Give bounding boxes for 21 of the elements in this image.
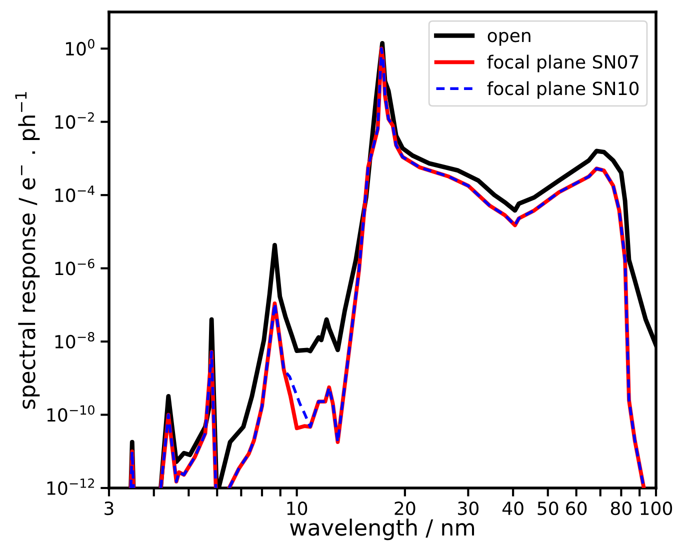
y-axis-title: spectral response / e$^{−}$ . ph$^{−1}$: [15, 92, 40, 409]
legend-label: focal plane SN10: [487, 81, 639, 99]
y-tick-label: 10$^{−6}$: [55, 258, 94, 276]
x-tick-label: 30: [458, 502, 478, 516]
x-tick-label: 10: [287, 502, 308, 516]
x-axis-title: wavelength / nm: [290, 518, 474, 540]
x-tick-label: 60: [566, 502, 587, 516]
x-tick-label: 3: [104, 502, 114, 516]
x-tick-label: 80: [610, 502, 632, 516]
y-tick-label: 10$^{−2}$: [55, 112, 94, 129]
y-tick-label: 10$^{−10}$: [47, 405, 94, 422]
x-tick-label: 20: [394, 502, 416, 516]
x-tick-label: 50: [538, 502, 558, 516]
x-tick-label: 40: [502, 502, 524, 516]
y-tick-label: 10$^{−4}$: [55, 186, 94, 202]
legend-label: open: [488, 32, 530, 46]
y-tick-label: 10$^{−8}$: [55, 332, 94, 349]
x-tick-label: 100: [640, 502, 672, 516]
y-tick-label: 10$^{0}$: [66, 39, 94, 56]
y-tick-label: 10$^{−12}$: [47, 478, 94, 495]
legend-label: focal plane SN07: [487, 54, 638, 72]
